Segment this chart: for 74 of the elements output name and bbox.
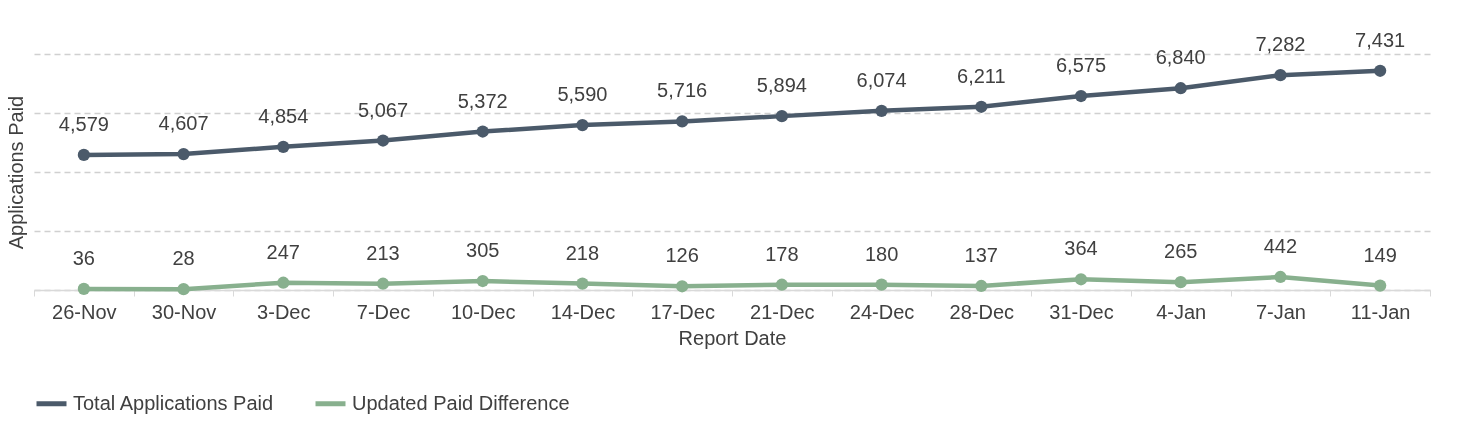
data-label: 36 [72, 246, 95, 269]
data-label: 178 [765, 242, 799, 265]
x-tick-label: 11-Jan [1350, 300, 1411, 323]
point [1174, 276, 1187, 289]
x-tick-label: 28-Dec [949, 300, 1015, 323]
point [1274, 69, 1287, 82]
data-label: 305 [466, 239, 500, 261]
x-tick-label: 7-Jan [1255, 300, 1306, 323]
point [775, 278, 788, 291]
data-label: 137 [964, 243, 998, 266]
point [1374, 64, 1387, 77]
x-tick-label: 17-Dec [650, 300, 715, 323]
point [376, 134, 390, 147]
point [376, 277, 390, 290]
point [476, 274, 489, 288]
data-label: 5,894 [756, 74, 807, 97]
data-label: 6,840 [1155, 46, 1206, 69]
data-label: 5,067 [357, 98, 409, 121]
x-tick-label: 31-Dec [1049, 300, 1114, 323]
data-label: 5,716 [657, 79, 708, 102]
data-label: 442 [1263, 234, 1298, 257]
x-tick-label: 7-Dec [356, 300, 411, 323]
data-label: 180 [864, 242, 899, 265]
point [177, 283, 190, 296]
x-tick-label: 3-Dec [257, 300, 311, 323]
point [676, 280, 689, 293]
x-tick-label: 10-Dec [450, 300, 516, 323]
data-label: 7,282 [1255, 33, 1306, 56]
y-axis-title: Applications Paid [4, 95, 27, 250]
point [775, 110, 788, 123]
data-label: 247 [266, 240, 300, 263]
point [277, 276, 290, 289]
data-label: 6,575 [1055, 54, 1107, 77]
x-tick-label: 24-Dec [849, 300, 915, 323]
point [277, 140, 290, 153]
legend-label: Updated Paid Difference [352, 391, 570, 414]
data-label: 4,607 [158, 112, 209, 135]
data-label: 6,074 [856, 68, 907, 91]
data-label: 4,854 [258, 104, 309, 127]
point [1074, 89, 1088, 103]
data-label: 265 [1164, 240, 1198, 263]
data-label: 213 [366, 241, 400, 264]
data-label: 4,579 [58, 112, 109, 135]
point [875, 278, 888, 291]
data-label: 126 [665, 244, 699, 267]
point [77, 282, 90, 296]
data-label: 6,211 [957, 64, 1006, 87]
x-tick-label: 26-Nov [52, 300, 117, 323]
point [1274, 270, 1287, 284]
point [975, 100, 988, 113]
data-label: 5,372 [457, 89, 508, 112]
x-tick-label: 4-Jan [1156, 300, 1207, 323]
point [975, 279, 988, 293]
x-tick-label: 21-Dec [750, 300, 815, 323]
point [676, 115, 689, 128]
point [1174, 82, 1187, 95]
data-label: 218 [565, 241, 600, 264]
x-axis-title: Report Date [678, 326, 787, 349]
point [1074, 273, 1088, 286]
point [476, 125, 489, 138]
data-label: 7,431 [1355, 28, 1406, 51]
point [177, 147, 190, 161]
x-tick-label: 30-Nov [151, 300, 217, 323]
data-label: 5,590 [557, 83, 608, 106]
legend-label: Total Applications Paid [73, 391, 274, 414]
point [576, 118, 589, 132]
point [576, 277, 589, 290]
point [77, 148, 90, 162]
data-label: 149 [1363, 243, 1397, 266]
x-tick-label: 14-Dec [550, 300, 616, 323]
data-label: 364 [1064, 237, 1098, 260]
data-label: 28 [172, 247, 195, 270]
point [1374, 279, 1387, 292]
point [875, 104, 888, 117]
